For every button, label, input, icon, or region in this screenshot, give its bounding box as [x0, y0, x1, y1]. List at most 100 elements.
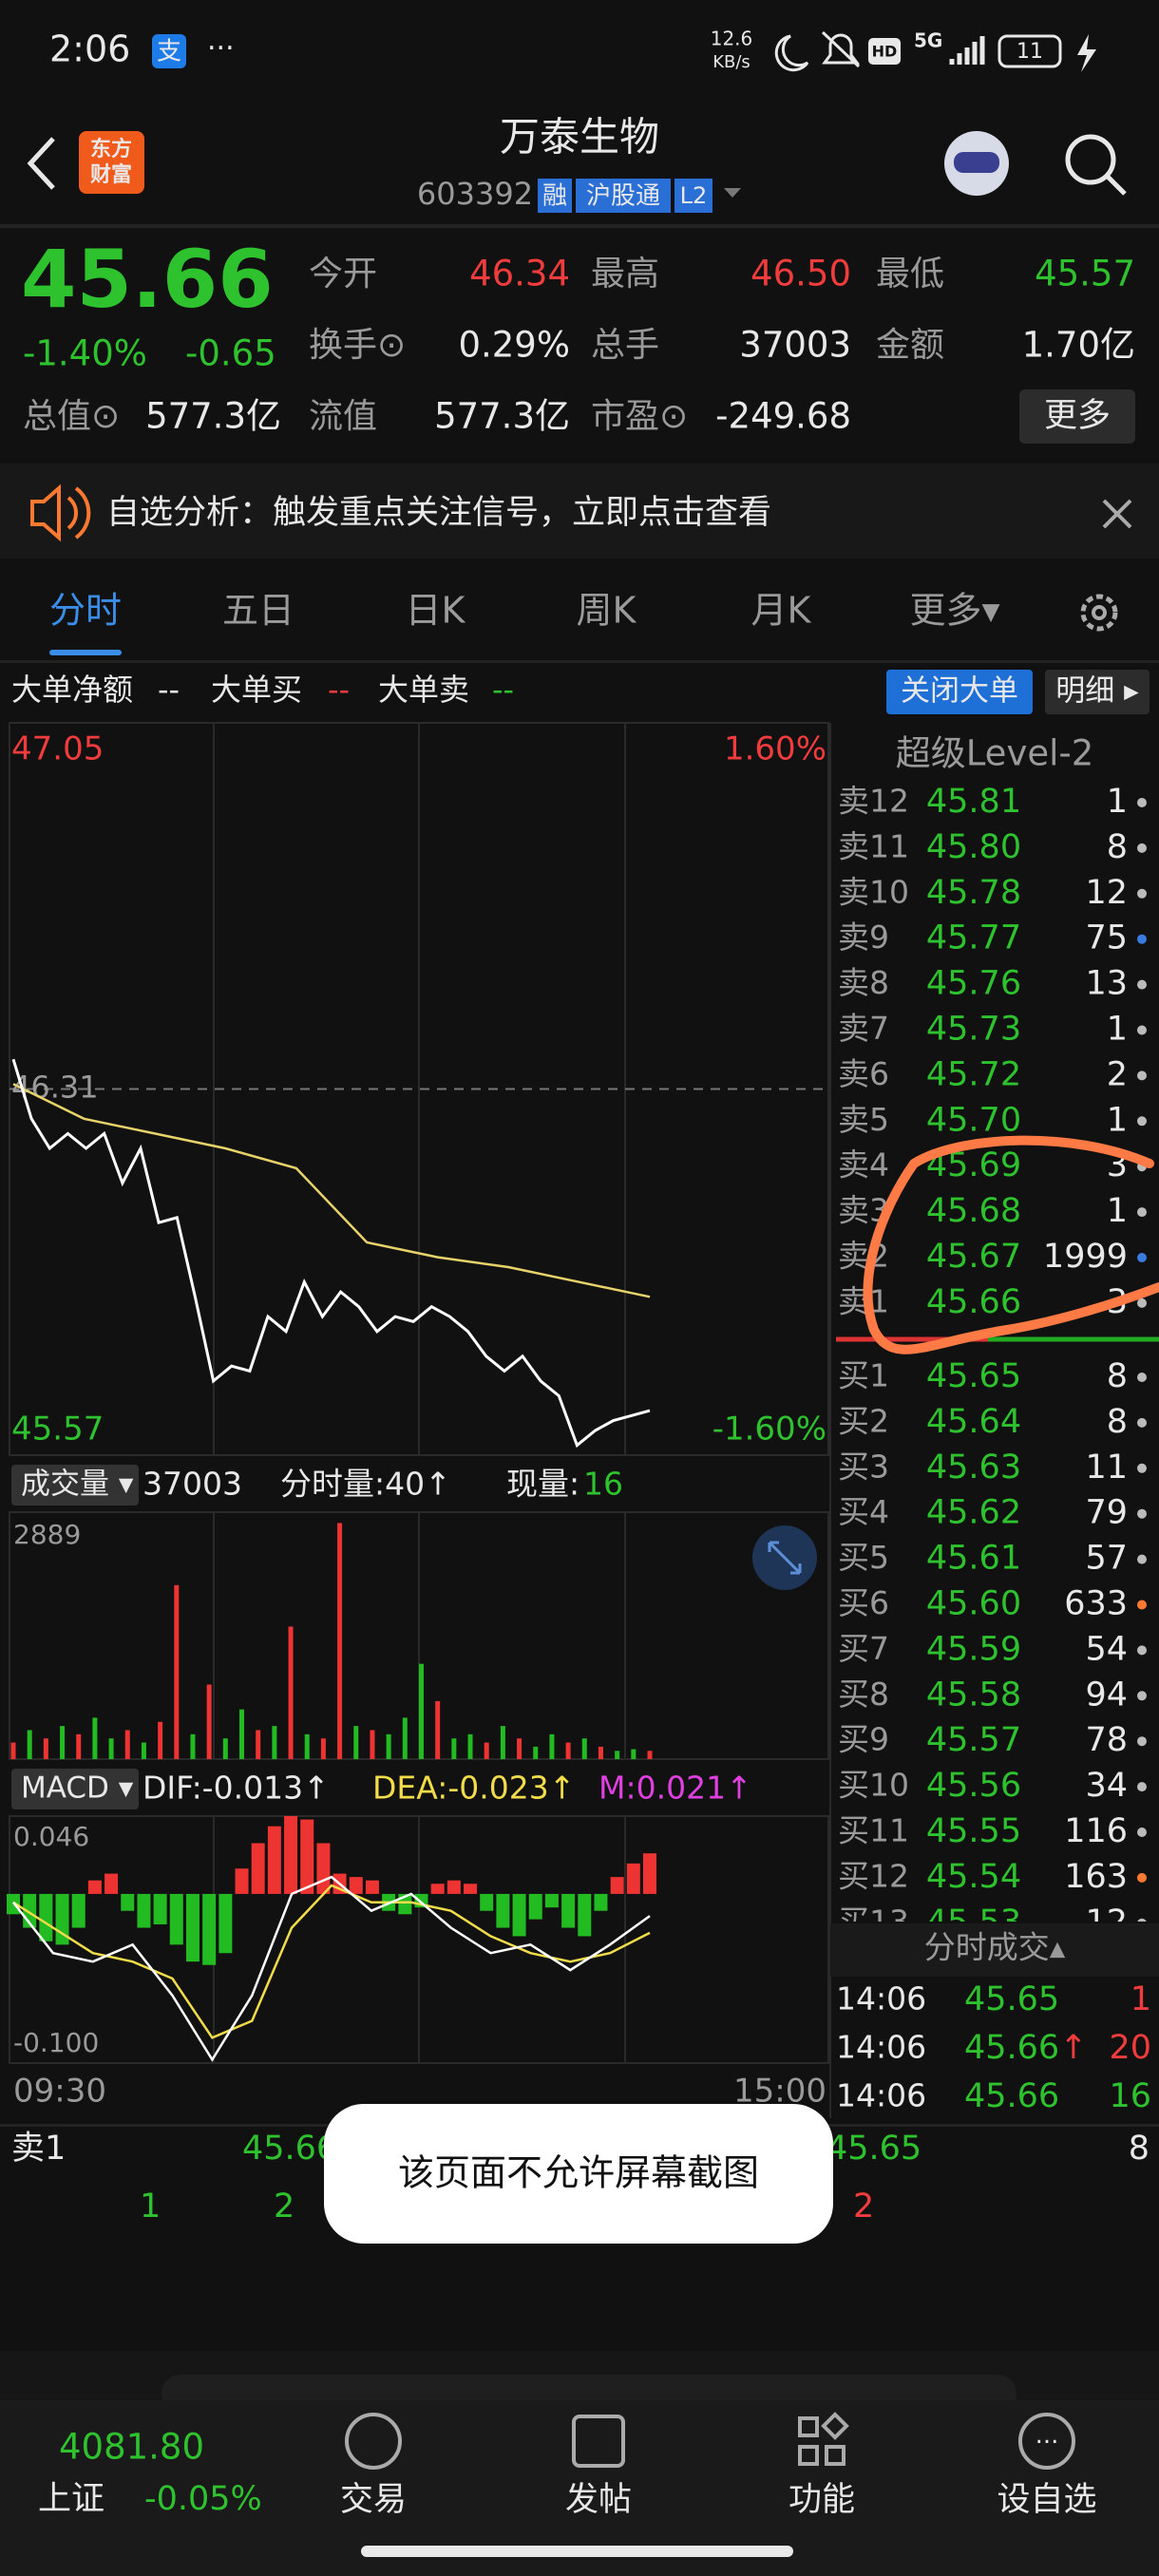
- macd-bar: [594, 1893, 608, 1911]
- app-icon-bg: [152, 34, 186, 68]
- close-big-order[interactable]: 关闭大单: [901, 674, 1018, 709]
- volume-selector[interactable]: 成交量 ▾: [21, 1468, 134, 1502]
- field-label: 金额: [876, 326, 944, 365]
- notice-text[interactable]: 自选分析：触发重点关注信号，立即点击查看: [106, 494, 771, 532]
- tag: L2: [680, 182, 708, 209]
- volume-bar: [435, 1700, 441, 1759]
- nav-item[interactable]: 发帖: [565, 2481, 632, 2519]
- close-notice[interactable]: [1102, 499, 1132, 529]
- book-price: 45.80: [926, 828, 1021, 866]
- tab[interactable]: 周K: [577, 590, 637, 632]
- nav-item[interactable]: 功能: [788, 2481, 855, 2519]
- settings-button[interactable]: [1080, 594, 1118, 632]
- volume-bar: [451, 1738, 457, 1759]
- tab[interactable]: 日K: [406, 590, 466, 632]
- tab[interactable]: 五日: [222, 590, 294, 632]
- time-start: 09:30: [13, 2073, 106, 2111]
- volume-bar: [304, 1733, 310, 1759]
- price-line: [11, 1058, 651, 1449]
- net-type: 5G: [914, 29, 942, 52]
- nav-item[interactable]: 交易: [340, 2481, 407, 2519]
- change-pct: -1.40%: [23, 333, 147, 374]
- book-price: 45.70: [926, 1101, 1021, 1139]
- big-buy-value: --: [328, 672, 350, 708]
- settings-core: [1092, 605, 1107, 620]
- book-label: 买10: [838, 1767, 909, 1804]
- book-label: 买9: [838, 1721, 889, 1758]
- macd-selector-bg[interactable]: [11, 1769, 139, 1809]
- dif-value: DIF:-0.013↑: [142, 1770, 330, 1807]
- index-change[interactable]: -0.05%: [144, 2480, 262, 2518]
- search-button[interactable]: [1065, 134, 1116, 185]
- volume-bar: [615, 1751, 620, 1759]
- book-price: 45.65: [926, 1357, 1021, 1395]
- post-icon: [572, 2415, 625, 2468]
- dropdown-arrow[interactable]: [724, 188, 741, 198]
- notice-bar[interactable]: [0, 464, 1159, 559]
- big-sell-label: 大单卖: [378, 672, 469, 708]
- book-dot: [1137, 1782, 1147, 1792]
- index-value[interactable]: 4081.80: [59, 2427, 204, 2468]
- expand-icon: [768, 1541, 802, 1575]
- macd-bar: [626, 1863, 640, 1894]
- field-label: 流值: [309, 397, 377, 436]
- tabs: 分时 五日 日K 周K 月K 更多▾: [49, 590, 1000, 632]
- trade-icon: [345, 2413, 402, 2470]
- trades-title[interactable]: 分时成交▴: [924, 1929, 1066, 1966]
- book-dot: [1137, 1373, 1147, 1382]
- detail-button[interactable]: 明细 ▸: [1055, 674, 1139, 709]
- tab[interactable]: 更多▾: [909, 590, 999, 632]
- tab[interactable]: 分时: [49, 590, 122, 632]
- dif-line: [12, 1875, 651, 2062]
- stock-code: 603392: [417, 176, 533, 212]
- hd-label: HD: [872, 43, 898, 61]
- minute-volume: 分时量:40↑: [280, 1466, 451, 1503]
- macd-bar: [365, 1880, 379, 1894]
- volume-bar: [27, 1730, 32, 1759]
- tab[interactable]: 月K: [751, 590, 812, 632]
- tab-indicator: [49, 650, 122, 655]
- dea-value: DEA:-0.023↑: [372, 1770, 575, 1807]
- volume-bar: [631, 1749, 636, 1759]
- macd-bar: [512, 1893, 526, 1937]
- book-dot: [1137, 1417, 1147, 1428]
- book-label: 卖7: [838, 1010, 889, 1047]
- more-button-bg[interactable]: [1019, 389, 1135, 444]
- detail-bg[interactable]: [1045, 670, 1150, 714]
- more-button[interactable]: 更多: [1044, 397, 1111, 435]
- book-price: 45.76: [926, 965, 1021, 1003]
- book-dot: [1137, 1253, 1147, 1262]
- field-value: 577.3亿: [145, 396, 281, 437]
- book-dot: [1137, 1025, 1147, 1035]
- field-value: 46.50: [750, 254, 851, 294]
- book-label: 买8: [838, 1676, 889, 1713]
- nav-items: 交易 发帖 功能 设自选: [340, 2481, 1097, 2519]
- robot-visor: [954, 152, 999, 173]
- volume-bar: [190, 1733, 196, 1759]
- macd-frame: [9, 1815, 829, 2064]
- home-indicator: [361, 2546, 793, 2557]
- book-dot: [1137, 1207, 1147, 1218]
- volume-bar: [647, 1751, 653, 1759]
- book-dot: [1137, 1736, 1147, 1747]
- macd-bar: [87, 1880, 102, 1894]
- book-volume: 75: [1085, 919, 1128, 957]
- volume-bar: [239, 1709, 245, 1759]
- nav-item[interactable]: 设自选: [997, 2481, 1096, 2519]
- index-name[interactable]: 上证: [38, 2480, 104, 2518]
- book-volume: 8: [1107, 1403, 1128, 1441]
- big-net-label: 大单净额: [11, 672, 133, 708]
- volume-selector-bg[interactable]: [11, 1465, 139, 1506]
- favorite-dots: ···: [1036, 2429, 1059, 2457]
- close-big-order-bg[interactable]: [886, 670, 1033, 714]
- macd-selector[interactable]: MACD ▾: [21, 1771, 134, 1806]
- macd-bar: [544, 1893, 559, 1908]
- book-volume: 1999: [1043, 1238, 1128, 1276]
- trade-volume: 20: [1109, 2029, 1151, 2067]
- trades-header-bg: [830, 1923, 1159, 1977]
- trade-flag: ↑: [1059, 2029, 1087, 2067]
- back-button[interactable]: [27, 137, 55, 190]
- field-label: 今开: [309, 255, 377, 294]
